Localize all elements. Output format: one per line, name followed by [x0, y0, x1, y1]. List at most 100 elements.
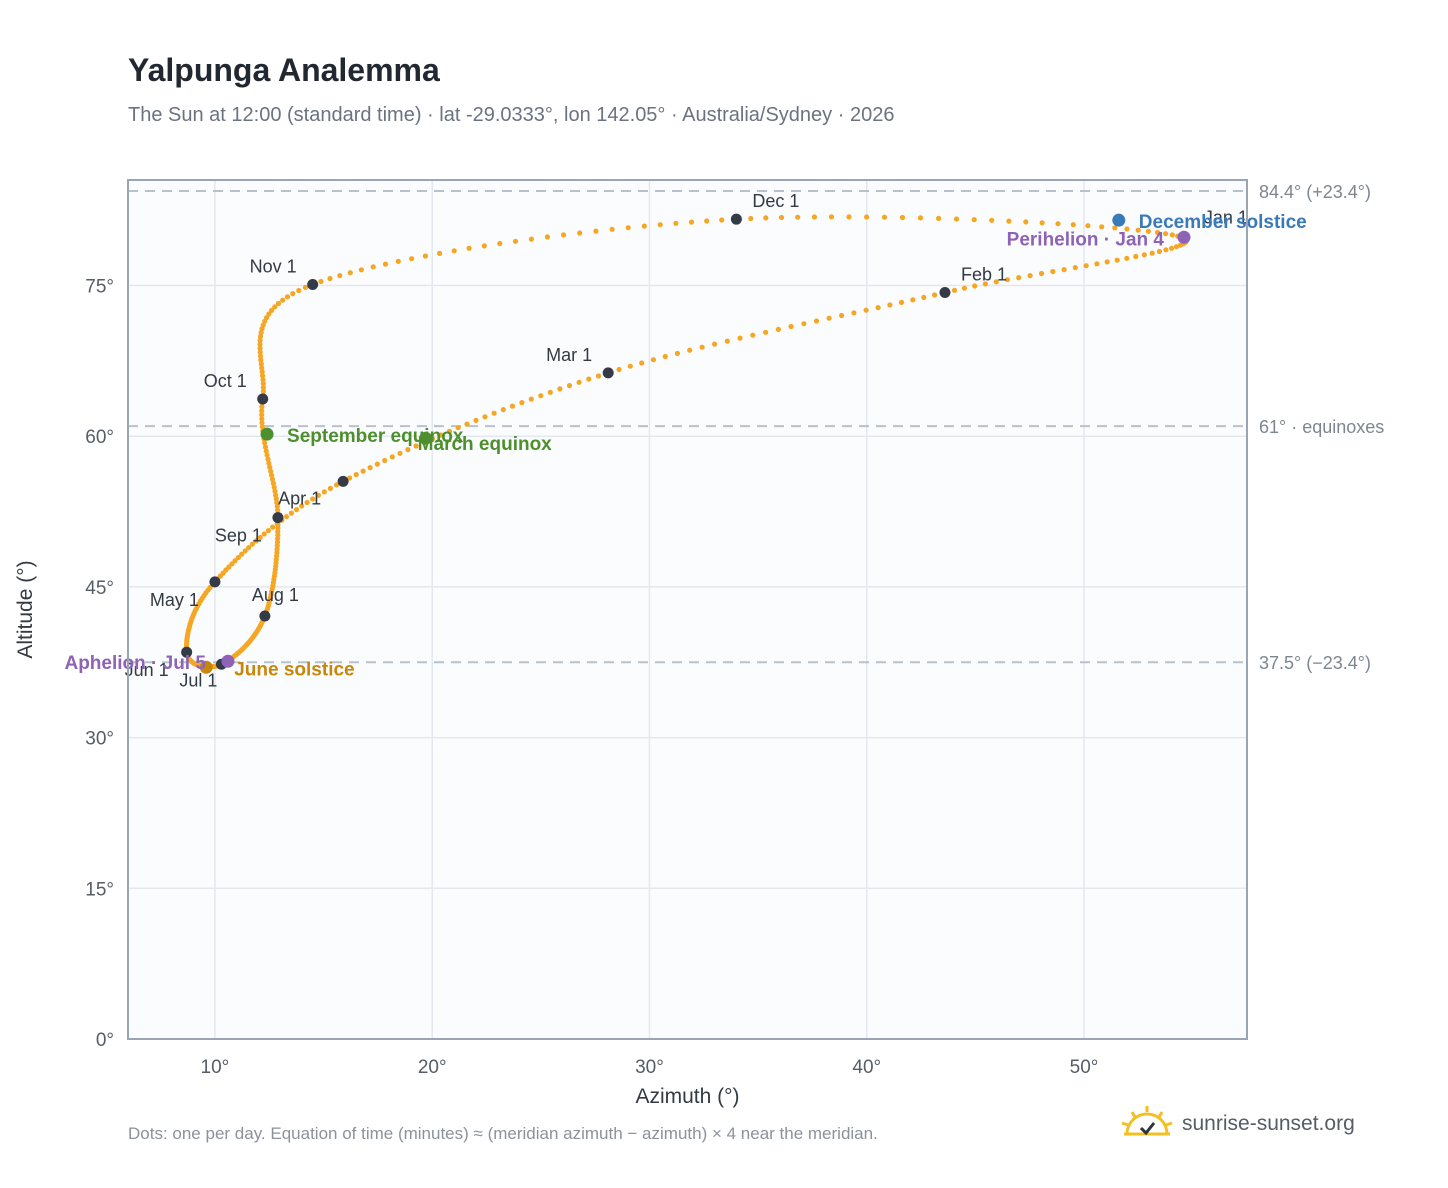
day-dot [288, 510, 294, 516]
day-dot [1023, 219, 1029, 225]
day-dot [257, 333, 264, 340]
day-dot [370, 264, 376, 270]
month-marker-label: Jan 1 [1204, 207, 1248, 227]
month-marker [257, 393, 269, 405]
month-marker-label: Aug 1 [252, 585, 299, 605]
day-dot [271, 484, 277, 490]
day-dot [266, 460, 272, 466]
day-dot [1094, 261, 1100, 267]
day-dot [863, 307, 869, 313]
day-dot [269, 472, 275, 478]
day-dot [921, 294, 927, 300]
day-dot [242, 548, 248, 554]
day-dot [1145, 228, 1151, 234]
day-dot [235, 554, 241, 561]
month-marker-label: May 1 [150, 590, 199, 610]
month-marker [272, 512, 284, 524]
day-dot [704, 218, 710, 224]
y-tick-label: 45° [85, 578, 114, 599]
day-dot [259, 404, 265, 410]
day-dot [1083, 263, 1089, 269]
day-dot [887, 302, 893, 308]
day-dot [1135, 227, 1141, 233]
day-dot [272, 304, 278, 310]
day-dot [528, 236, 535, 242]
day-dot [259, 412, 265, 418]
day-dot [284, 294, 291, 300]
month-marker [730, 213, 742, 225]
day-dot [910, 297, 916, 303]
day-dot [650, 357, 657, 363]
day-dot [389, 454, 395, 460]
chart-title: Yalpunga Analemma [128, 52, 440, 88]
day-dot [641, 223, 647, 229]
day-dot [258, 357, 264, 363]
month-marker-label: Oct 1 [204, 371, 247, 391]
day-dot [382, 457, 388, 464]
day-dot [586, 376, 592, 382]
day-dot [724, 338, 730, 344]
brand-name: sunrise-sunset.org [1182, 1112, 1355, 1135]
axes: 10° 20° 30° 40° 50° 0° 15° 30° 45° 60° 75° Azimuth … [14, 276, 1098, 1108]
event-label: September equinox [287, 426, 464, 447]
day-dot [497, 240, 503, 247]
day-dot [657, 222, 663, 228]
day-dot [455, 425, 461, 431]
day-dot [257, 345, 263, 351]
x-tick-label: 20° [418, 1057, 447, 1078]
day-dot [283, 514, 290, 520]
day-dot [509, 403, 516, 409]
day-dot [625, 225, 631, 231]
day-dot [318, 278, 324, 285]
day-dot [528, 396, 534, 402]
day-dot [951, 287, 958, 293]
day-dot [538, 393, 544, 399]
day-dot [778, 214, 785, 221]
plot-area [128, 180, 1247, 1039]
day-dot [310, 496, 316, 502]
day-dot [358, 267, 364, 273]
day-dot [270, 480, 276, 486]
day-dot [437, 250, 443, 256]
day-dot [270, 524, 276, 530]
day-dot [576, 379, 582, 385]
reference-line-label: 61° · equinoxes [1259, 417, 1384, 437]
day-dot [280, 297, 286, 303]
day-dot [1169, 245, 1175, 251]
day-dot [1163, 231, 1169, 237]
day-dot [898, 299, 905, 305]
day-dot [1155, 229, 1161, 236]
day-dot [1070, 222, 1076, 228]
day-dot [961, 285, 968, 291]
day-dot [750, 332, 756, 338]
day-dot [616, 366, 622, 373]
day-dot [274, 500, 280, 506]
day-dot [337, 273, 343, 279]
day-dot [260, 385, 266, 391]
day-dot [259, 416, 265, 422]
day-dot [327, 275, 333, 282]
day-dot [302, 284, 308, 290]
day-dot [875, 305, 881, 311]
day-dot [259, 408, 265, 414]
day-dot [519, 400, 525, 406]
day-dot [982, 281, 989, 287]
day-dot [382, 261, 389, 267]
day-dot [1124, 255, 1130, 261]
plot-border [127, 179, 1248, 1040]
brand[interactable]: sunrise-sunset.org [1120, 1104, 1355, 1144]
day-dot [246, 545, 252, 551]
day-dot [1099, 224, 1105, 230]
day-dot [699, 344, 705, 350]
day-dot [257, 349, 263, 355]
y-axis-label: Altitude (°) [14, 560, 37, 658]
month-marker [181, 646, 193, 658]
day-dot [273, 492, 279, 498]
day-dot [795, 214, 801, 220]
day-dot [748, 215, 754, 222]
day-dot [274, 503, 280, 510]
event-marker [199, 660, 213, 674]
day-dot [260, 373, 266, 379]
